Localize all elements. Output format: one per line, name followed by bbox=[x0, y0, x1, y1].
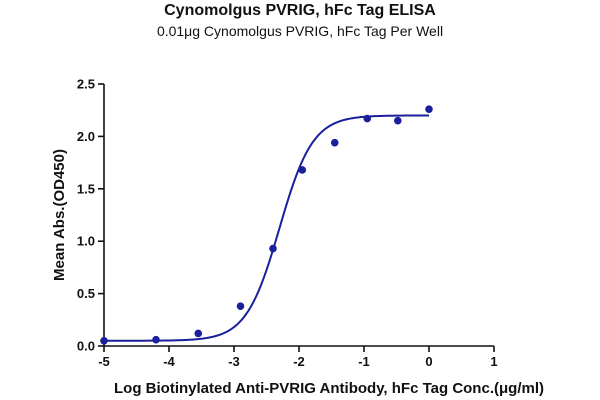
x-axis-title: Log Biotinylated Anti-PVRIG Antibody, hF… bbox=[114, 380, 544, 397]
data-point bbox=[100, 336, 108, 345]
data-point bbox=[363, 114, 372, 123]
x-tick-label: 1 bbox=[490, 354, 497, 369]
fit-layer bbox=[104, 114, 429, 342]
chart-subtitle: 0.01μg Cynomolgus PVRIG, hFc Tag Per Wel… bbox=[156, 23, 444, 39]
x-tick-label: -3 bbox=[228, 354, 240, 369]
axes bbox=[98, 83, 495, 352]
fit-curve bbox=[104, 114, 429, 342]
y-tick-label: 0.0 bbox=[77, 339, 95, 354]
x-tick-label: -5 bbox=[98, 354, 110, 369]
x-tick-label: -1 bbox=[358, 354, 370, 369]
y-tick-label: 1.5 bbox=[77, 181, 95, 196]
data-point bbox=[269, 244, 277, 253]
y-axis-title: Mean Abs.(OD450) bbox=[51, 149, 68, 281]
y-tick-label: 1.0 bbox=[77, 234, 95, 249]
y-tick-label: 0.5 bbox=[77, 286, 95, 301]
data-point bbox=[236, 302, 245, 310]
data-point bbox=[194, 329, 203, 338]
x-tick-label: -2 bbox=[293, 354, 305, 369]
y-tick-label: 2.0 bbox=[77, 129, 95, 144]
x-tick-label: -4 bbox=[163, 354, 175, 369]
data-point bbox=[394, 116, 402, 125]
points-layer bbox=[100, 105, 433, 345]
chart-title: Cynomolgus PVRIG, hFc Tag ELISA bbox=[164, 2, 436, 19]
data-point bbox=[425, 105, 433, 113]
y-tick-label: 2.5 bbox=[77, 77, 95, 92]
data-point bbox=[330, 138, 339, 147]
x-tick-label: 0 bbox=[425, 354, 432, 369]
data-point bbox=[298, 166, 307, 174]
data-point bbox=[152, 335, 160, 344]
tick-layer: -5 -4 -3 -2 -1 0 1 0.0 0.5 1.0 1.5 2.0 2.5 bbox=[77, 77, 498, 370]
